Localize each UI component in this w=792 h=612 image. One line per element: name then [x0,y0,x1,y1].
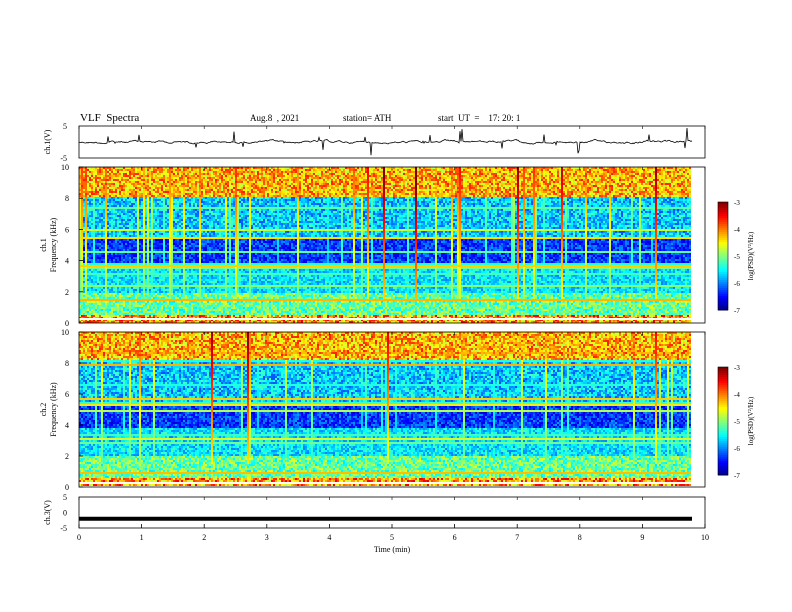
ch3-ytick-label: 5 [63,493,67,502]
x-tick-label: 2 [202,533,206,542]
ch3-ytick-label: 0 [63,509,67,518]
x-tick-label: 9 [640,533,644,542]
ch2-spectrogram-ylabel-frequency: Frequency (kHz) [49,382,58,437]
ch3-waveform-frame [78,496,706,529]
ch2-spectrogram-ytick-label: 0 [65,483,69,492]
ch2-spectrogram-colorbar-tick-label: -4 [734,391,740,399]
ch1-spectrogram-colorbar-frame [717,201,729,311]
start-time-label: start UT = 17: 20: 1 [438,113,520,123]
x-tick-label: 10 [701,533,709,542]
x-tick-label: 8 [578,533,582,542]
ch3-ytick-label: -5 [60,524,67,533]
ch1-ytick-label: 5 [63,122,67,131]
ch2-spectrogram-colorbar [718,367,728,476]
ch1-spectrogram-ytick-label: 4 [65,257,69,266]
ch1-spectrogram-ytick-label: 8 [65,194,69,203]
ch1-spectrogram-ytick-label: 10 [61,163,69,172]
ch2-spectrogram-colorbar-tick-label: -7 [734,472,740,480]
ch1-spectrogram-ytick-label: 2 [65,288,69,297]
ch2-spectrogram-ytick-label: 10 [61,328,69,337]
ch1-waveform-line [78,127,693,156]
ch3-ylabel: ch.3(V) [43,500,52,525]
x-axis-label: Time (min) [374,545,411,554]
ch2-spectrogram-ytick-label: 8 [65,359,69,368]
ch2-spectrogram-colorbar-tick-label: -5 [734,418,740,426]
station-label: station= ATH [343,113,391,123]
ch2-spectrogram-colorbar-tick-label: -6 [734,445,740,453]
x-tick-label: 0 [77,533,81,542]
x-tick-label: 4 [327,533,331,542]
ch1-spectrogram-colorbar-tick-label: -7 [734,307,740,315]
ch2-spectrogram-colorbar-label: log(PSD)(V²/Hz) [747,396,755,445]
ch1-spectrogram-colorbar [718,202,728,311]
x-tick-label: 5 [390,533,394,542]
ch2-spectrogram-ytick-label: 6 [65,390,69,399]
ch1-spectrogram-colorbar-tick-label: -4 [734,226,740,234]
ch1-ytick-label: -5 [60,154,67,163]
ch1-spectrogram-ylabel-frequency: Frequency (kHz) [49,217,58,272]
ch1-waveform-frame [78,125,706,159]
ch1-ylabel: ch.1(V) [43,129,52,154]
x-tick-label: 3 [265,533,269,542]
ch2-spectrogram-cells [79,332,691,486]
ch2-spectrogram-colorbar-tick-label: -3 [734,364,740,372]
chart-title: VLF Spectra [80,112,139,124]
ch1-spectrogram-colorbar-label: log(PSD)(V²/Hz) [747,231,755,280]
ch1-spectrogram-ylabel-channel: ch.1 [39,238,48,252]
recording-date: Aug.8 , 2021 [250,113,299,123]
ch1-spectrogram-ytick-label: 6 [65,225,69,234]
ch1-spectrogram-ytick-label: 0 [65,319,69,328]
ch1-spectrogram-cells [79,167,691,323]
ch2-spectrogram-ytick-label: 2 [65,452,69,461]
ch2-spectrogram-colorbar-frame [717,366,729,476]
x-tick-label: 1 [140,533,144,542]
ch2-spectrogram-ylabel-channel: ch.2 [39,403,48,417]
ch2-spectrogram-baseline-gap [79,482,692,484]
ch2-spectrogram-ytick-label: 4 [65,421,69,430]
ch1-spectrogram-colorbar-tick-label: -3 [734,199,740,207]
ch1-spectrogram-baseline-gap [79,318,692,320]
x-tick-label: 7 [515,533,519,542]
ch1-spectrogram-colorbar-tick-label: -5 [734,253,740,261]
x-tick-label: 6 [453,533,457,542]
ch1-spectrogram-colorbar-tick-label: -6 [734,280,740,288]
